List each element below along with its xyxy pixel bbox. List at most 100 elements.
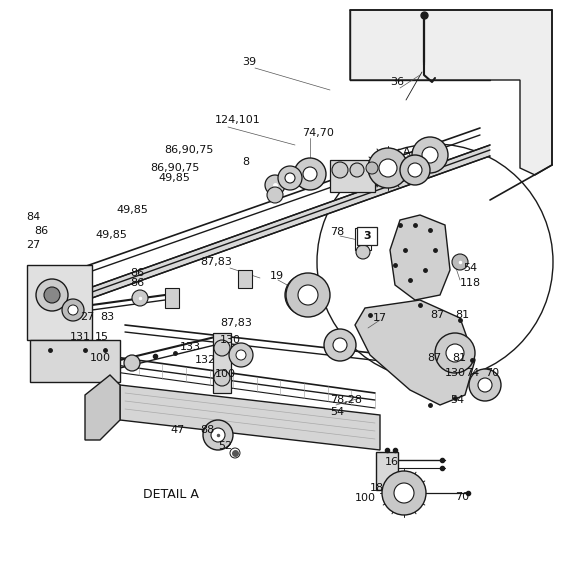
Bar <box>165 288 179 308</box>
Bar <box>213 333 231 393</box>
Circle shape <box>435 333 475 373</box>
Bar <box>30 340 120 382</box>
Text: 86,90,75: 86,90,75 <box>150 163 200 173</box>
Text: 100: 100 <box>355 493 376 503</box>
Circle shape <box>236 350 246 360</box>
Text: 19: 19 <box>270 271 284 281</box>
Circle shape <box>36 279 68 311</box>
Circle shape <box>265 175 285 195</box>
Text: 18: 18 <box>370 483 384 493</box>
Text: 17: 17 <box>373 313 387 323</box>
Text: 70: 70 <box>455 492 469 502</box>
Text: DETAIL A: DETAIL A <box>143 489 199 501</box>
Circle shape <box>382 471 426 515</box>
Text: 88: 88 <box>200 425 214 435</box>
Circle shape <box>278 166 302 190</box>
Polygon shape <box>120 385 380 450</box>
Text: 15: 15 <box>95 332 109 342</box>
Circle shape <box>44 287 60 303</box>
Text: 130: 130 <box>445 368 466 378</box>
Circle shape <box>203 420 233 450</box>
Circle shape <box>298 285 318 305</box>
Circle shape <box>422 147 438 163</box>
Circle shape <box>68 305 78 315</box>
Circle shape <box>62 299 84 321</box>
Circle shape <box>368 148 408 188</box>
Circle shape <box>214 370 230 386</box>
Circle shape <box>324 329 356 361</box>
Text: 3: 3 <box>363 231 371 241</box>
Circle shape <box>394 483 414 503</box>
Text: 8: 8 <box>242 157 249 167</box>
Circle shape <box>478 378 492 392</box>
Text: 54: 54 <box>450 395 464 405</box>
Bar <box>27 265 92 340</box>
Text: 130: 130 <box>220 335 241 345</box>
Circle shape <box>350 163 364 177</box>
Circle shape <box>230 448 240 458</box>
Text: 78: 78 <box>330 227 344 237</box>
Text: 27: 27 <box>26 240 40 250</box>
Text: A: A <box>403 147 411 157</box>
Circle shape <box>54 270 72 288</box>
Text: 131: 131 <box>70 332 91 342</box>
Text: 86: 86 <box>34 226 48 236</box>
Circle shape <box>124 355 140 371</box>
Text: 83: 83 <box>100 312 114 322</box>
Polygon shape <box>50 145 490 313</box>
Text: 86: 86 <box>130 268 144 278</box>
Polygon shape <box>390 215 450 300</box>
Text: 87,83: 87,83 <box>220 318 252 328</box>
Circle shape <box>446 344 464 362</box>
Circle shape <box>333 338 347 352</box>
Circle shape <box>214 340 230 356</box>
Circle shape <box>452 254 468 270</box>
Text: 87: 87 <box>430 310 444 320</box>
Text: 87: 87 <box>427 353 441 363</box>
Text: 74: 74 <box>465 368 479 378</box>
Text: 87,83: 87,83 <box>200 257 232 267</box>
Polygon shape <box>355 300 475 405</box>
Bar <box>330 160 375 192</box>
Circle shape <box>379 159 397 177</box>
Circle shape <box>132 290 148 306</box>
Circle shape <box>303 167 317 181</box>
Circle shape <box>356 245 370 259</box>
Text: 81: 81 <box>452 353 466 363</box>
Text: 27: 27 <box>80 312 94 322</box>
Circle shape <box>366 162 378 174</box>
Circle shape <box>267 187 283 203</box>
Text: 36: 36 <box>390 77 404 87</box>
Text: 81: 81 <box>455 310 469 320</box>
Circle shape <box>332 162 348 178</box>
Polygon shape <box>350 10 552 175</box>
Circle shape <box>229 343 253 367</box>
Text: 52: 52 <box>218 441 232 451</box>
Bar <box>238 270 252 288</box>
Text: 78,28: 78,28 <box>330 395 362 405</box>
Circle shape <box>285 275 325 315</box>
Polygon shape <box>85 375 120 440</box>
Text: 16: 16 <box>385 457 399 467</box>
Bar <box>376 452 398 490</box>
Text: 124,101: 124,101 <box>215 115 261 125</box>
Text: 54: 54 <box>330 407 344 417</box>
Circle shape <box>285 173 295 183</box>
Text: 84: 84 <box>26 212 40 222</box>
Circle shape <box>296 286 314 304</box>
Text: 49,85: 49,85 <box>95 230 127 240</box>
Text: 39: 39 <box>242 57 256 67</box>
Circle shape <box>412 137 448 173</box>
Text: 47: 47 <box>170 425 184 435</box>
Circle shape <box>400 155 430 185</box>
Text: 86,90,75: 86,90,75 <box>164 145 213 155</box>
Circle shape <box>294 158 326 190</box>
FancyBboxPatch shape <box>357 227 377 245</box>
Circle shape <box>211 428 225 442</box>
Circle shape <box>469 369 501 401</box>
Text: 49,85: 49,85 <box>116 205 148 215</box>
Text: 49,85: 49,85 <box>158 173 190 183</box>
Text: 100: 100 <box>90 353 111 363</box>
Text: 86: 86 <box>130 278 144 288</box>
Bar <box>355 228 371 250</box>
